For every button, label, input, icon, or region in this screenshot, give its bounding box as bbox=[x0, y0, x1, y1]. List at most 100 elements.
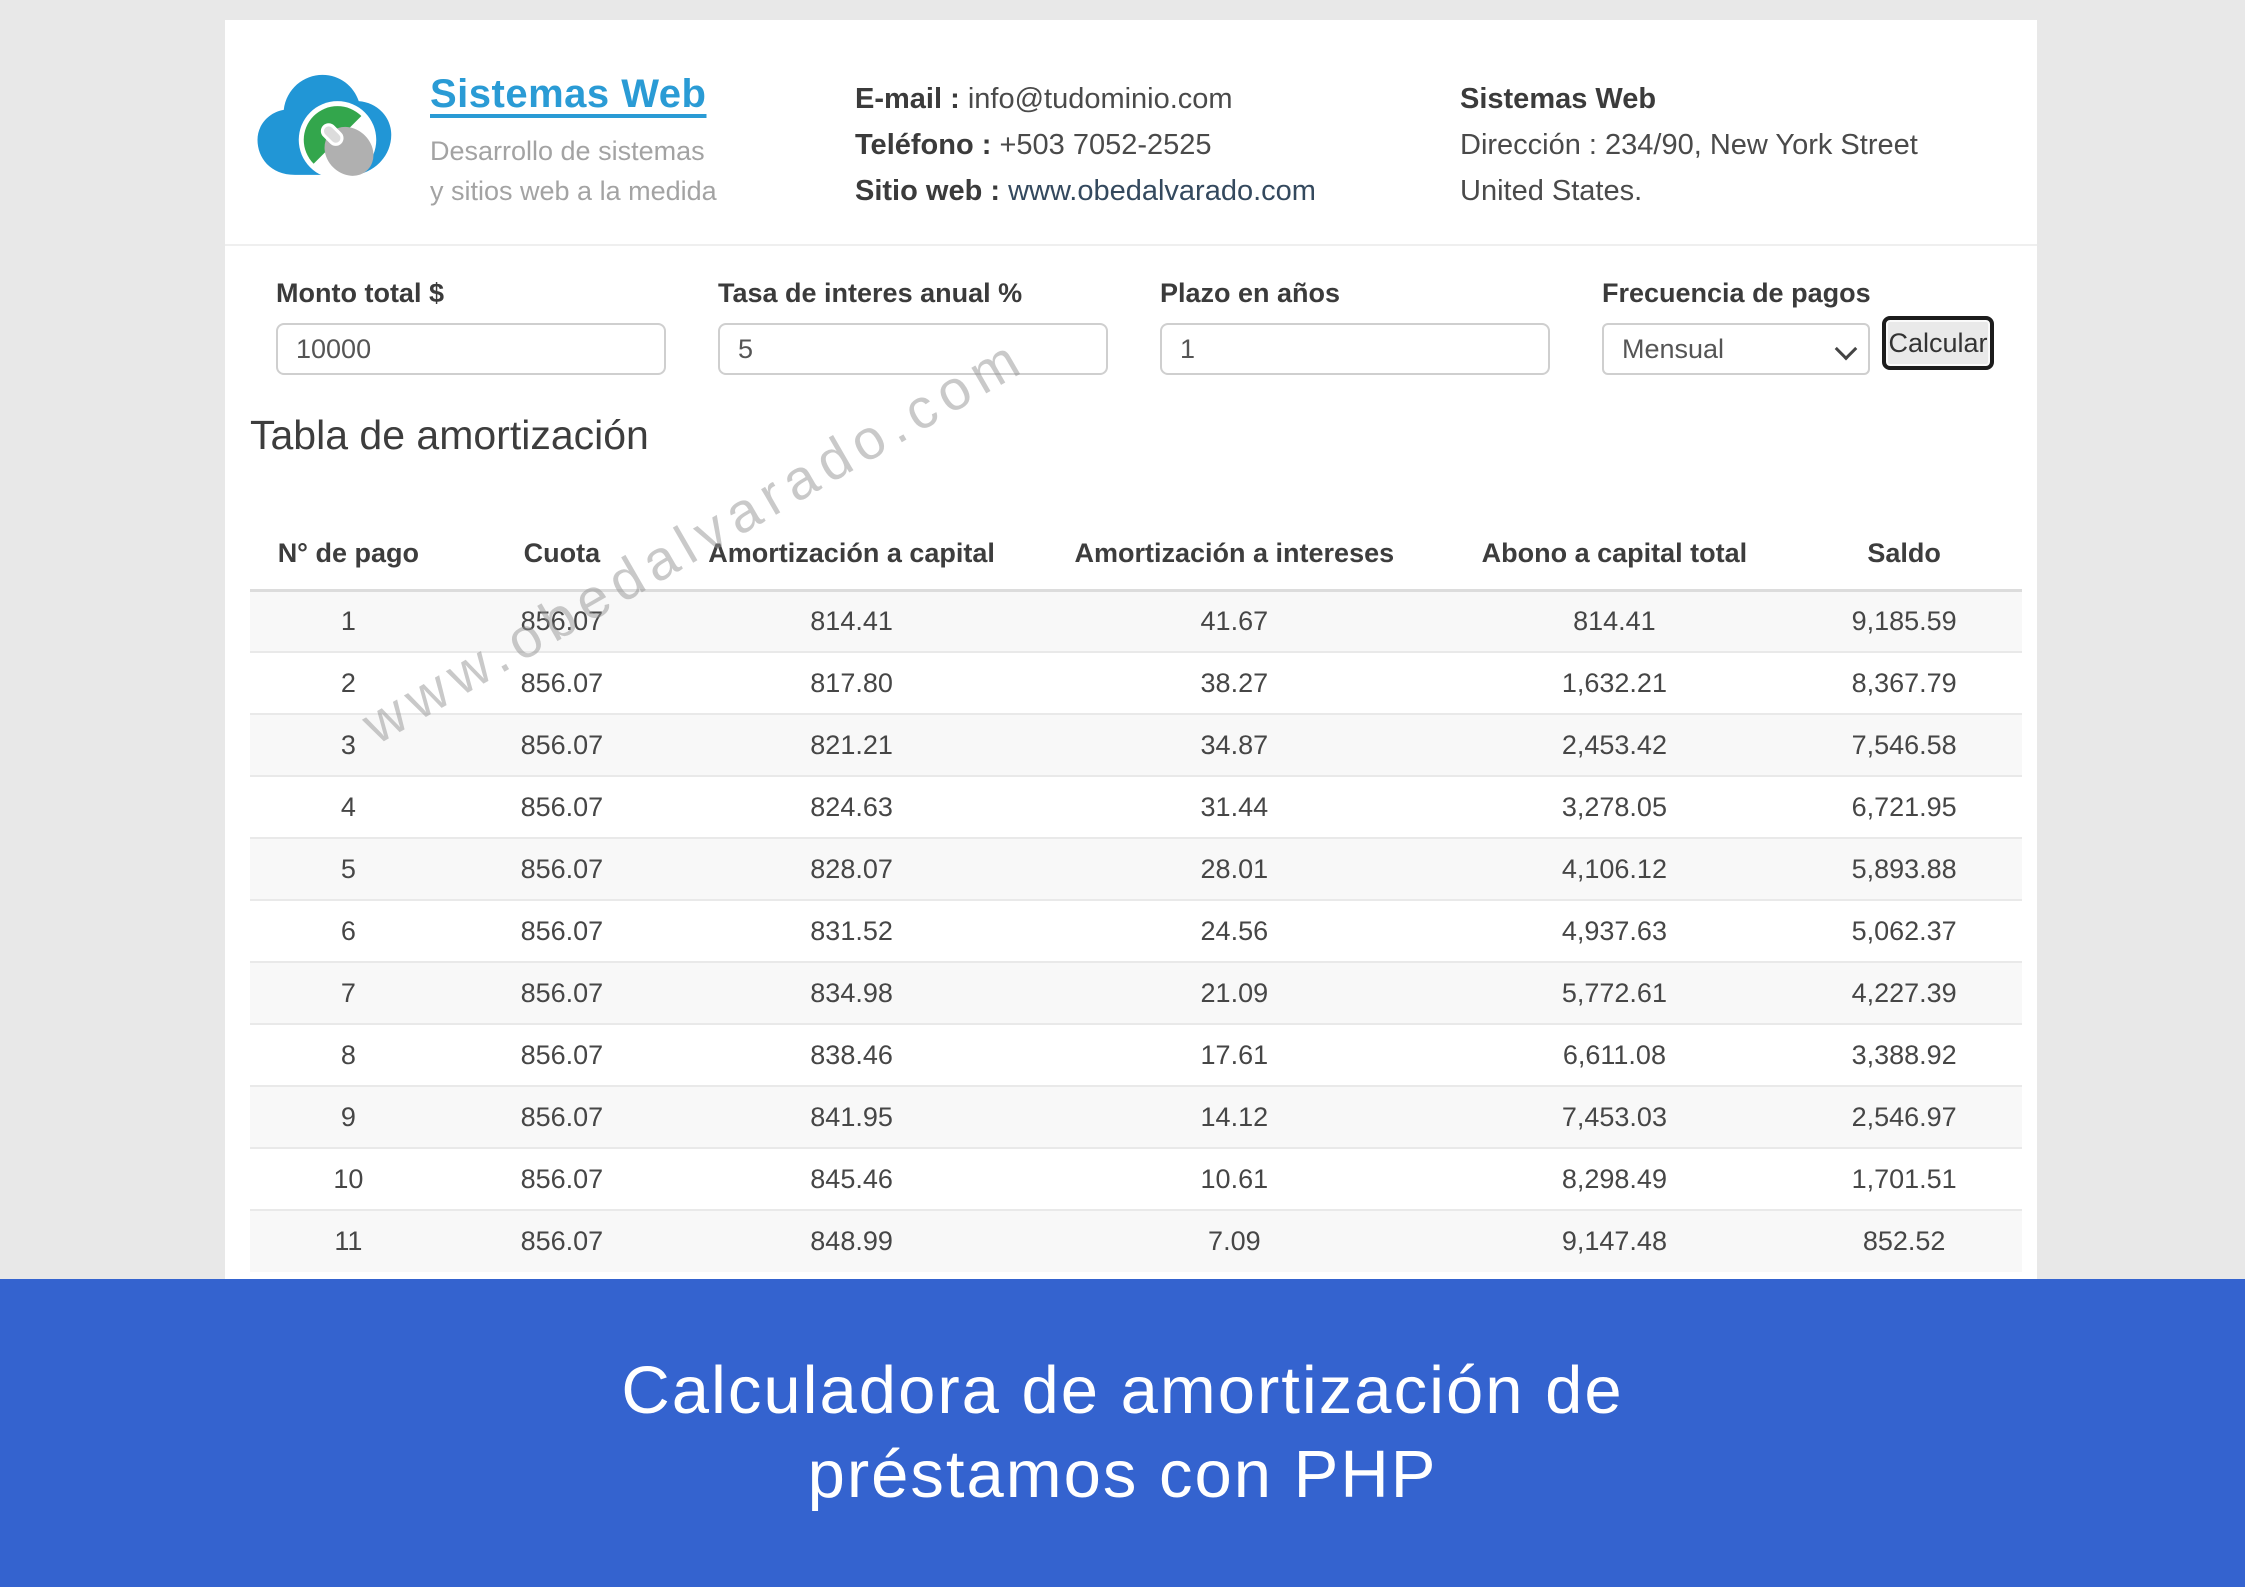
table-cell: 1,632.21 bbox=[1442, 651, 1787, 714]
site-label: Sitio web : bbox=[855, 175, 1000, 207]
table-column-header: Cuota bbox=[446, 518, 678, 592]
table-cell: 10 bbox=[250, 1147, 447, 1210]
table-cell: 5,893.88 bbox=[1786, 837, 2022, 900]
table-cell: 28.01 bbox=[1026, 837, 1443, 900]
table-cell: 856.07 bbox=[446, 837, 678, 900]
table-column-header: Abono a capital total bbox=[1442, 518, 1787, 592]
table-cell: 3,388.92 bbox=[1786, 1023, 2022, 1086]
plazo-anos-label: Plazo en años bbox=[1160, 278, 1341, 308]
table-cell: 9,185.59 bbox=[1851, 605, 1957, 636]
table-row: 5 856.07 828.07 28.01 4,106.12 5,893.88 bbox=[250, 837, 2022, 900]
form-group-tasa: Tasa de interes anual % bbox=[718, 278, 1108, 375]
table-row: 4 856.07 824.63 31.44 3,278.05 6,721.95 bbox=[250, 775, 2022, 838]
table-cell: 4,937.63 bbox=[1442, 899, 1787, 962]
table-row: 3 856.07 821.21 34.87 2,453.42 7,546.58 bbox=[250, 713, 2022, 776]
logo-subtitle: Desarrollo de sistemas y sitios web a la… bbox=[430, 131, 717, 211]
table-row: 6 856.07 831.52 24.56 4,937.63 5,062.37 bbox=[250, 899, 2022, 962]
table-cell: 7 bbox=[250, 961, 447, 1024]
table-cell: 41.67 bbox=[1200, 605, 1269, 636]
phone-value: +503 7052-2525 bbox=[999, 129, 1212, 161]
company-name: Sistemas Web bbox=[1460, 83, 1657, 115]
table-cell: 4,227.39 bbox=[1786, 961, 2022, 1024]
table-cell: 824.63 bbox=[677, 775, 1027, 838]
contact-phone-line: Teléfono : +503 7052-2525 bbox=[855, 122, 1316, 168]
table-cell: 14.12 bbox=[1026, 1085, 1443, 1148]
table-cell: 814.41 bbox=[810, 605, 893, 636]
logo-subtitle-line1: Desarrollo de sistemas bbox=[430, 136, 705, 166]
table-column-header: Amortización a capital bbox=[677, 518, 1027, 592]
table-row: 10 856.07 845.46 10.61 8,298.49 1,701.51 bbox=[250, 1147, 2022, 1210]
table-row: 9 856.07 841.95 14.12 7,453.03 2,546.97 bbox=[250, 1085, 2022, 1148]
table-cell: 856.07 bbox=[446, 1023, 678, 1086]
email-label: E-mail : bbox=[855, 83, 960, 115]
table-cell: 1,701.51 bbox=[1786, 1147, 2022, 1210]
logo-text-block: Sistemas Web Desarrollo de sistemas y si… bbox=[430, 72, 717, 211]
frecuencia-pagos-label: Frecuencia de pagos bbox=[1602, 278, 1871, 308]
amortization-table: N° de pago Cuota Amortización a capital Amo… bbox=[250, 518, 2022, 1272]
table-cell: 9 bbox=[250, 1085, 447, 1148]
table-cell: 2,546.97 bbox=[1786, 1085, 2022, 1148]
header-divider bbox=[225, 244, 2037, 246]
tasa-interes-label: Tasa de interes anual % bbox=[718, 278, 1023, 308]
table-cell: 838.46 bbox=[677, 1023, 1027, 1086]
table-cell: 5 bbox=[250, 837, 447, 900]
table-cell: 3 bbox=[250, 713, 447, 776]
table-cell: 841.95 bbox=[677, 1085, 1027, 1148]
table-column-header: N° de pago bbox=[250, 518, 447, 592]
email-value: info@tudominio.com bbox=[967, 83, 1233, 115]
table-cell: 17.61 bbox=[1026, 1023, 1443, 1086]
contact-site-line: Sitio web : www.obedalvarado.com bbox=[855, 168, 1316, 214]
banner-title-line1: Calculadora de amortización de bbox=[621, 1353, 1624, 1428]
table-cell: 856.07 bbox=[446, 1209, 678, 1272]
form-group-monto: Monto total $ bbox=[276, 278, 666, 375]
company-address-line1: Dirección : 234/90, New York Street bbox=[1460, 129, 1918, 161]
table-cell: 814.41 bbox=[1573, 605, 1656, 636]
table-cell: 38.27 bbox=[1026, 651, 1443, 714]
table-cell: 6 bbox=[250, 899, 447, 962]
table-cell: 5,772.61 bbox=[1442, 961, 1787, 1024]
table-cell: 845.46 bbox=[677, 1147, 1027, 1210]
table-cell: 24.56 bbox=[1026, 899, 1443, 962]
table-cell: 856.07 bbox=[446, 1085, 678, 1148]
phone-label: Teléfono : bbox=[855, 129, 992, 161]
table-cell: 7,453.03 bbox=[1442, 1085, 1787, 1148]
table-cell: 4,106.12 bbox=[1442, 837, 1787, 900]
table-cell: 1 bbox=[340, 605, 356, 636]
form-group-frecuencia: Frecuencia de pagos Mensual bbox=[1602, 278, 1871, 375]
main-card: Sistemas Web Desarrollo de sistemas y si… bbox=[225, 20, 2037, 1279]
form-group-plazo: Plazo en años bbox=[1160, 278, 1550, 375]
calcular-button[interactable]: Calcular bbox=[1882, 316, 1994, 370]
table-cell: 856.07 bbox=[446, 961, 678, 1024]
contact-email-line: E-mail : info@tudominio.com bbox=[855, 76, 1316, 122]
plazo-anos-input[interactable] bbox=[1160, 323, 1550, 375]
cloud-mouse-logo-icon bbox=[257, 74, 392, 179]
table-cell: 852.52 bbox=[1786, 1209, 2022, 1272]
table-cell: 828.07 bbox=[677, 837, 1027, 900]
table-cell: 6,721.95 bbox=[1786, 775, 2022, 838]
logo-title: Sistemas Web bbox=[430, 72, 707, 116]
monto-total-label: Monto total $ bbox=[276, 278, 444, 308]
table-cell: 817.80 bbox=[677, 651, 1027, 714]
table-title: Tabla de amortización bbox=[250, 412, 649, 458]
table-cell: 6,611.08 bbox=[1442, 1023, 1787, 1086]
monto-total-input[interactable] bbox=[276, 323, 666, 375]
table-cell: 21.09 bbox=[1026, 961, 1443, 1024]
frecuencia-pagos-select[interactable]: Mensual bbox=[1602, 323, 1870, 375]
table-cell: 4 bbox=[250, 775, 447, 838]
table-cell: 856.07 bbox=[446, 713, 678, 776]
table-cell: 8 bbox=[250, 1023, 447, 1086]
table-cell: 831.52 bbox=[677, 899, 1027, 962]
company-address-line2: United States. bbox=[1460, 175, 1643, 207]
table-cell: 3,278.05 bbox=[1442, 775, 1787, 838]
table-cell: 834.98 bbox=[677, 961, 1027, 1024]
table-cell: 848.99 bbox=[677, 1209, 1027, 1272]
table-row: 8 856.07 838.46 17.61 6,611.08 3,388.92 bbox=[250, 1023, 2022, 1086]
table-cell: 856.07 bbox=[446, 775, 678, 838]
table-row: 11 856.07 848.99 7.09 9,147.48 852.52 bbox=[250, 1209, 2022, 1272]
table-cell: 821.21 bbox=[677, 713, 1027, 776]
banner-title-line2: préstamos con PHP bbox=[807, 1437, 1438, 1512]
table-row: 2 856.07 817.80 38.27 1,632.21 8,367.79 bbox=[250, 651, 2022, 714]
tasa-interes-input[interactable] bbox=[718, 323, 1108, 375]
table-column-header: Saldo bbox=[1786, 518, 2022, 592]
